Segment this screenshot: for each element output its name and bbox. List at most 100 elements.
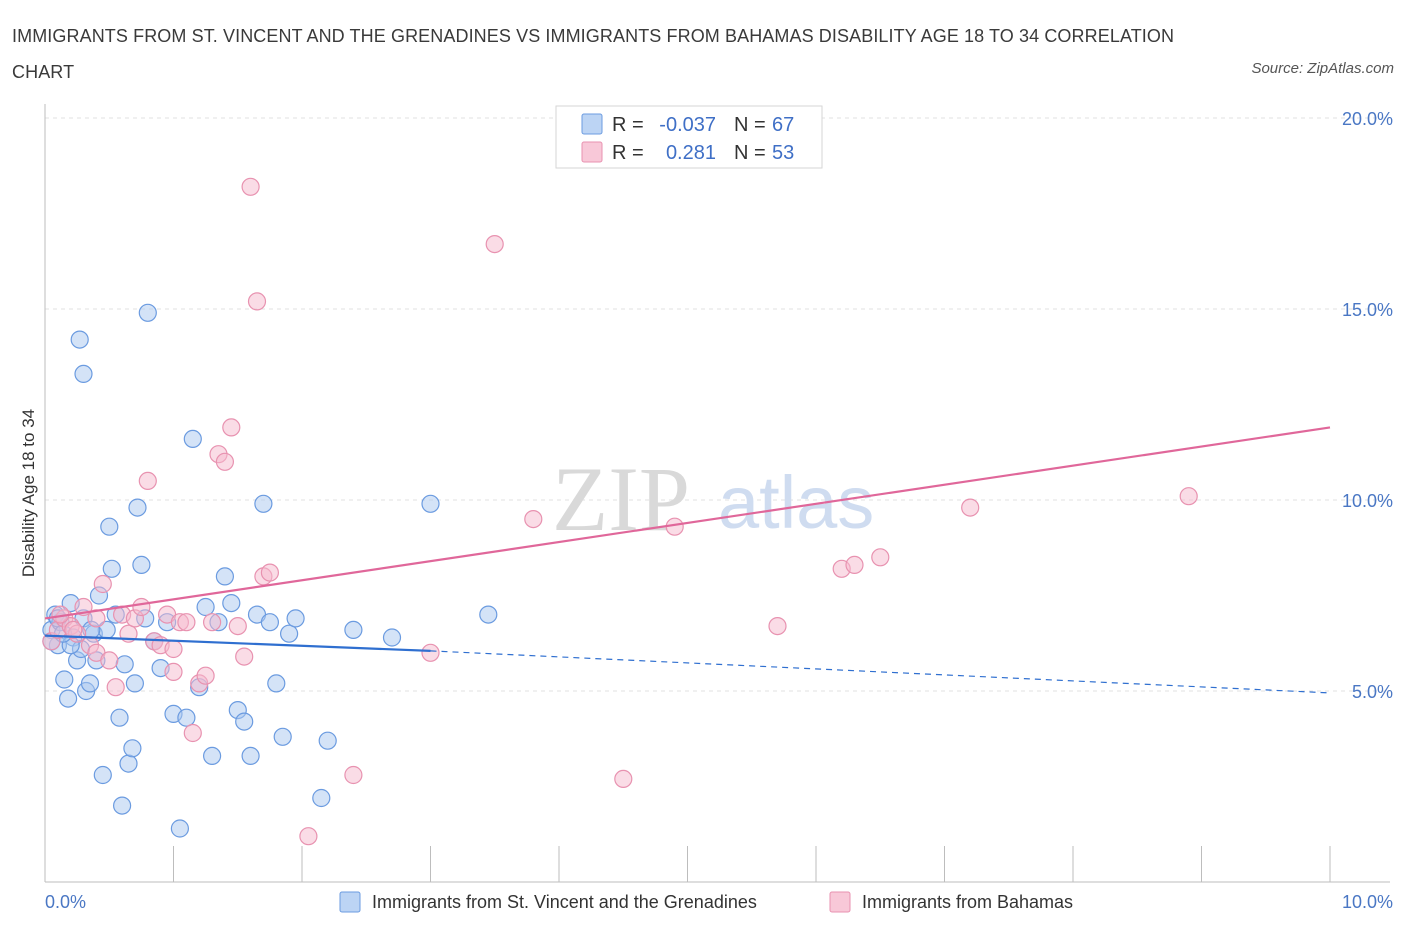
- pink-point-38: [524, 509, 543, 529]
- legend-r-value-blue: -0.037: [659, 114, 716, 136]
- pink-point-14: [132, 597, 151, 617]
- y-axis-title: Disability Age 18 to 34: [19, 409, 38, 577]
- blue-point-36: [177, 708, 196, 727]
- grid-lines: [45, 117, 1390, 692]
- legend-n-value-pink: 53: [772, 142, 794, 164]
- x-tick-labels: 0.0% 10.0%: [45, 892, 1393, 912]
- blue-point-26: [125, 674, 144, 693]
- blue-point-39: [196, 597, 215, 617]
- blue-point-40: [203, 746, 222, 766]
- legend-swatch-pink: [581, 141, 603, 163]
- blue-point-43: [222, 593, 241, 613]
- trend-lines: [44, 426, 1331, 694]
- trend-line-pink: [44, 426, 1331, 620]
- blue-point-52: [280, 624, 299, 643]
- series-pink-points: [42, 139, 1198, 846]
- pink-point-9: [100, 651, 119, 670]
- bottom-legend-swatch-blue: [339, 891, 361, 913]
- blue-point-16: [93, 765, 112, 785]
- bottom-legend-swatch-pink: [829, 891, 851, 913]
- pink-point-46: [961, 498, 980, 517]
- bottom-legend: Immigrants from St. Vincent and the Gren…: [339, 891, 1073, 913]
- pink-point-37: [485, 235, 504, 254]
- blue-point-60: [70, 330, 89, 349]
- pink-point-28: [222, 418, 241, 437]
- top-legend: R = -0.037 N = 67 R = 0.281 N = 53: [555, 105, 823, 169]
- blue-point-30: [138, 303, 157, 322]
- pink-point-48: [421, 643, 440, 662]
- blue-point-19: [102, 559, 121, 578]
- pink-point-22: [183, 723, 202, 743]
- pink-point-21: [177, 613, 196, 632]
- blue-point-27: [128, 498, 147, 517]
- blue-point-25: [123, 739, 142, 758]
- pink-point-35: [299, 827, 318, 846]
- pink-point-39: [614, 769, 633, 789]
- blue-point-12: [80, 674, 100, 693]
- pink-point-27: [215, 452, 234, 471]
- y-tick-label-0: 5.0%: [1352, 682, 1393, 702]
- pink-point-32: [247, 292, 267, 311]
- pink-point-8: [93, 574, 112, 594]
- chart-title: IMMIGRANTS FROM ST. VINCENT AND THE GREN…: [12, 26, 1175, 82]
- pink-point-24: [196, 666, 215, 685]
- pink-point-29: [228, 616, 247, 636]
- watermark-zip: ZIP: [552, 448, 690, 550]
- source-label: Source: ZipAtlas.com: [1251, 60, 1394, 77]
- x-tick-label-0: 0.0%: [45, 892, 86, 912]
- legend-r-label-blue: R =: [612, 114, 644, 136]
- blue-point-46: [241, 746, 260, 766]
- blue-point-54: [312, 788, 331, 808]
- pink-point-19: [164, 662, 183, 682]
- blue-point-58: [421, 494, 440, 513]
- blue-point-5: [58, 689, 78, 708]
- blue-point-50: [267, 674, 286, 693]
- pink-point-30: [235, 647, 254, 666]
- pink-point-10: [106, 678, 125, 697]
- blue-point-51: [273, 727, 292, 746]
- x-tick-label-1: 10.0%: [1342, 892, 1393, 912]
- legend-swatch-blue: [581, 113, 603, 135]
- blue-point-4: [55, 670, 74, 689]
- pink-point-50: [64, 620, 83, 640]
- bottom-legend-label-blue: Immigrants from St. Vincent and the Gren…: [372, 892, 757, 912]
- pink-point-15: [138, 471, 157, 490]
- watermark: ZIP atlas: [552, 448, 874, 550]
- legend-r-value-pink: 0.281: [666, 142, 716, 164]
- y-tick-label-3: 20.0%: [1342, 109, 1393, 129]
- pink-point-42: [768, 616, 787, 636]
- blue-point-35: [170, 819, 189, 838]
- blue-point-49: [260, 613, 279, 632]
- blue-point-56: [344, 620, 363, 640]
- blue-point-61: [74, 364, 93, 383]
- legend-r-label-pink: R =: [612, 142, 644, 164]
- pink-point-44: [845, 555, 864, 575]
- legend-n-value-blue: 67: [772, 114, 794, 136]
- pink-point-52: [164, 639, 183, 659]
- blue-point-48: [254, 494, 273, 513]
- legend-n-label-blue: N =: [734, 114, 766, 136]
- pink-point-25: [203, 613, 222, 632]
- trend-line-blue-dashed: [430, 650, 1331, 694]
- pink-point-36: [344, 765, 363, 785]
- blue-point-57: [382, 628, 402, 647]
- pink-point-34: [260, 563, 279, 582]
- blue-point-45: [235, 712, 254, 731]
- blue-point-37: [183, 429, 202, 448]
- axes: [44, 104, 1390, 883]
- trend-line-blue: [44, 634, 431, 652]
- blue-point-59: [479, 605, 498, 624]
- y-tick-label-2: 15.0%: [1342, 300, 1393, 320]
- blue-point-53: [286, 609, 305, 628]
- bottom-legend-label-pink: Immigrants from Bahamas: [862, 892, 1073, 912]
- blue-point-18: [100, 517, 119, 536]
- blue-point-24: [119, 754, 138, 773]
- blue-point-22: [112, 796, 132, 815]
- y-tick-label-1: 10.0%: [1342, 491, 1393, 511]
- pink-point-45: [871, 548, 890, 567]
- blue-point-28: [132, 555, 151, 575]
- blue-point-23: [115, 655, 134, 674]
- y-tick-labels: 5.0% 10.0% 15.0% 20.0%: [1342, 109, 1393, 702]
- watermark-atlas: atlas: [718, 461, 874, 544]
